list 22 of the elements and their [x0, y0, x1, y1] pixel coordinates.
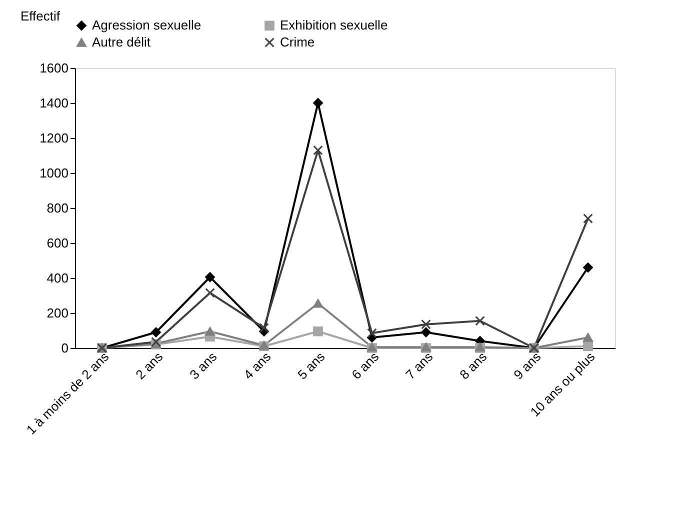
x-tick-label: 8 ans — [456, 348, 490, 382]
legend-label: Agression sexuelle — [92, 18, 202, 33]
y-tick-label: 1600 — [40, 60, 68, 76]
x-tick-label: 4 ans — [240, 348, 274, 382]
x-tick-label: 7 ans — [402, 348, 436, 382]
y-tick-label: 1000 — [40, 166, 68, 180]
y-tick-label: 800 — [46, 200, 68, 216]
legend-label: Autre délit — [92, 34, 151, 50]
x-tick-label: 2 ans — [132, 348, 166, 382]
x-tick-label: 6 ans — [348, 348, 382, 382]
y-tick-label: 0 — [61, 340, 68, 356]
y-tick-label: 1200 — [40, 130, 68, 146]
y-tick-label: 600 — [46, 236, 68, 250]
legend-label: Exhibition sexuelle — [280, 18, 388, 33]
legend-label: Crime — [280, 34, 315, 50]
y-tick-label: 200 — [46, 306, 68, 320]
x-tick-label: 9 ans — [510, 348, 544, 382]
y-tick-label: 1400 — [40, 96, 68, 110]
y-tick-label: 400 — [46, 270, 68, 286]
x-tick-label: 3 ans — [186, 348, 220, 382]
x-tick-label: 5 ans — [294, 348, 328, 382]
y-axis-title: Effectif — [20, 8, 60, 24]
